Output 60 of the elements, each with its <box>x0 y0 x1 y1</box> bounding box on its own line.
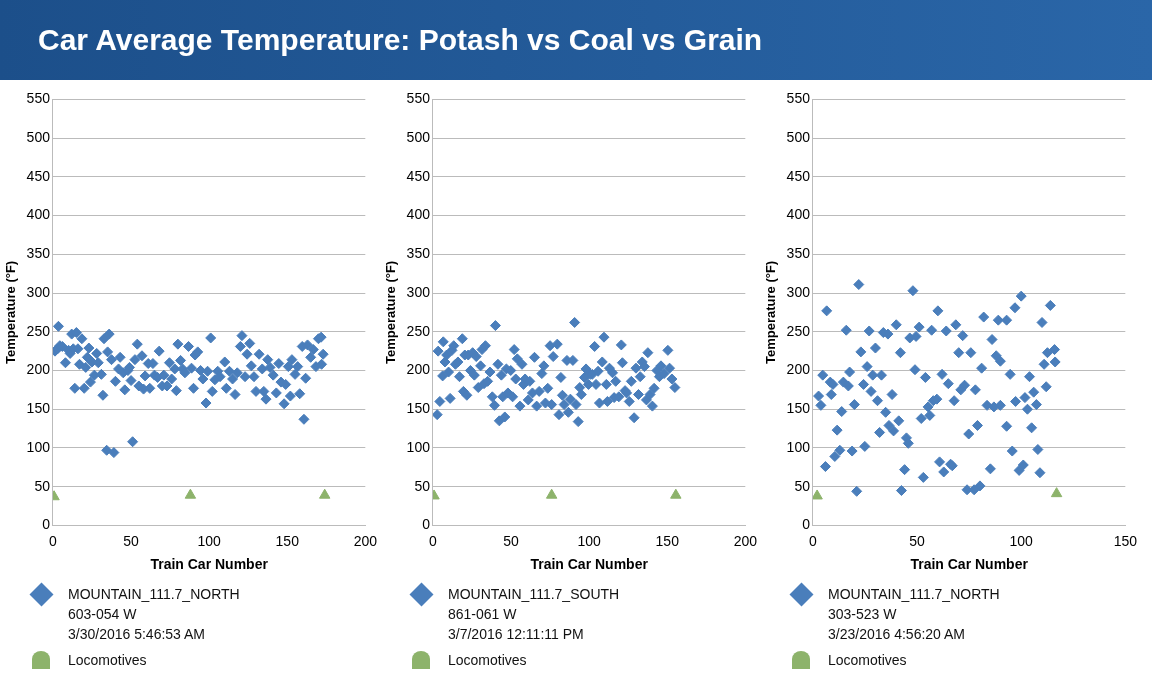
y-tick-label: 300 <box>786 283 811 300</box>
y-tick-label: 450 <box>26 167 51 184</box>
x-tick-label: 50 <box>503 532 520 549</box>
y-tick-label: 300 <box>406 283 431 300</box>
y-tick-label: 100 <box>26 438 51 455</box>
y-tick-label: 0 <box>802 516 811 533</box>
y-tick-label: 450 <box>406 167 431 184</box>
y-axis-title: Temperature (°F) <box>383 260 399 364</box>
y-tick-label: 50 <box>34 477 51 494</box>
y-tick-label: 100 <box>786 438 811 455</box>
y-tick-label: 200 <box>26 361 51 378</box>
y-tick-label: 250 <box>406 322 431 339</box>
y-tick-label: 350 <box>26 245 51 262</box>
y-tick-label: 0 <box>42 516 51 533</box>
x-tick-label: 200 <box>353 532 378 549</box>
y-tick-label: 300 <box>26 283 51 300</box>
legend-label: MOUNTAIN_111.7_SOUTH 861-061 W 3/7/2016 12:11:11 PM <box>448 585 620 644</box>
y-tick-label: 0 <box>422 516 431 533</box>
y-tick-label: 150 <box>406 400 431 417</box>
y-tick-label: 450 <box>786 167 811 184</box>
y-tick-label: 50 <box>794 477 811 494</box>
y-tick-label: 500 <box>406 128 431 145</box>
y-axis-title: Temperature (°F) <box>3 260 19 364</box>
x-tick-label: 50 <box>123 532 140 549</box>
y-axis-title: Temperature (°F) <box>763 260 779 364</box>
y-tick-label: 200 <box>786 361 811 378</box>
y-tick-label: 400 <box>406 206 431 223</box>
x-tick-label: 100 <box>1009 532 1034 549</box>
y-tick-label: 250 <box>786 322 811 339</box>
y-tick-label: 400 <box>26 206 51 223</box>
x-tick-label: 100 <box>577 532 602 549</box>
y-tick-label: 500 <box>26 128 51 145</box>
legend-label: MOUNTAIN_111.7_NORTH 603-054 W 3/30/2016 5:46:53 AM <box>68 585 240 644</box>
y-tick-label: 250 <box>26 322 51 339</box>
legend-label: Locomotives <box>828 651 907 670</box>
x-tick-label: 150 <box>275 532 300 549</box>
y-tick-label: 200 <box>406 361 431 378</box>
y-tick-label: 500 <box>786 128 811 145</box>
y-tick-label: 350 <box>406 245 431 262</box>
x-tick-label: 150 <box>1113 532 1138 549</box>
y-tick-label: 550 <box>786 90 811 107</box>
y-tick-label: 150 <box>786 400 811 417</box>
y-tick-label: 550 <box>26 90 51 107</box>
legend-label: MOUNTAIN_111.7_NORTH 303-523 W 3/23/2016 4:56:20 AM <box>828 585 1000 644</box>
y-tick-label: 350 <box>786 245 811 262</box>
x-tick-label: 150 <box>655 532 680 549</box>
x-axis-title: Train Car Number <box>910 556 1029 573</box>
legend-label: Locomotives <box>448 651 527 670</box>
y-tick-label: 100 <box>406 438 431 455</box>
x-tick-label: 50 <box>909 532 926 549</box>
x-tick-label: 100 <box>197 532 222 549</box>
y-tick-label: 550 <box>406 90 431 107</box>
legend-label: Locomotives <box>68 651 147 670</box>
chart-title: Car Average Temperature: Potash vs Coal vs Grain <box>38 23 763 57</box>
y-tick-label: 400 <box>786 206 811 223</box>
y-tick-label: 150 <box>26 400 51 417</box>
x-axis-title: Train Car Number <box>150 556 269 573</box>
x-axis-title: Train Car Number <box>530 556 649 573</box>
x-tick-label: 200 <box>733 532 758 549</box>
y-tick-label: 50 <box>414 477 431 494</box>
